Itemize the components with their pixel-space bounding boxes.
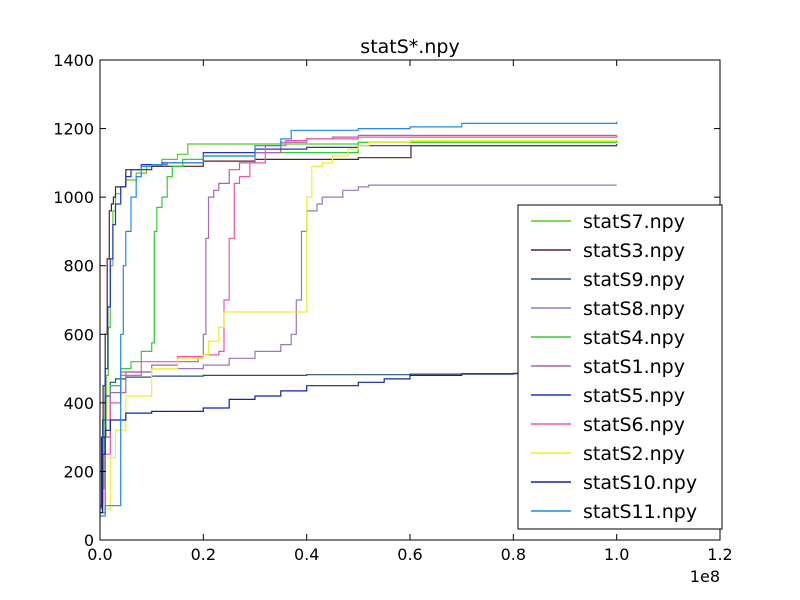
chart-title: statS*.npy <box>360 36 459 58</box>
y-tick-label: 1200 <box>53 120 94 139</box>
y-tick-label: 0 <box>84 531 94 550</box>
x-axis: 0.0 0.2 0.4 0.6 0.8 1.0 1.2 <box>87 60 733 564</box>
y-tick-label: 1000 <box>53 188 94 207</box>
legend-label: statS5.npy <box>583 385 685 407</box>
y-axis: 0 200 400 600 800 1000 1200 1400 <box>53 51 720 550</box>
legend-label: statS10.npy <box>583 472 697 494</box>
series-line <box>100 144 618 507</box>
legend-label: statS4.npy <box>583 327 685 349</box>
legend-label: statS6.npy <box>583 414 685 436</box>
legend-label: statS3.npy <box>583 240 685 262</box>
x-tick-label: 0.4 <box>294 545 319 564</box>
legend-frame <box>517 204 723 530</box>
y-tick-label: 400 <box>63 394 94 413</box>
series-layer <box>100 121 618 517</box>
y-tick-label: 1400 <box>53 51 94 70</box>
series-line <box>100 134 617 510</box>
legend-label: statS7.npy <box>583 211 685 233</box>
legend-label: statS2.npy <box>583 443 685 465</box>
x-offset-label: 1e8 <box>690 567 720 586</box>
legend-label: statS1.npy <box>583 356 685 378</box>
legend: statS7.npy statS3.npy statS9.npy statS8.npy… <box>517 204 723 530</box>
x-tick-label: 0.0 <box>87 545 112 564</box>
x-tick-label: 0.6 <box>397 545 422 564</box>
x-tick-label: 1.0 <box>604 545 629 564</box>
y-tick-label: 800 <box>63 257 94 276</box>
x-tick-label: 0.2 <box>191 545 216 564</box>
legend-label: statS9.npy <box>583 269 685 291</box>
legend-label: statS11.npy <box>583 501 697 523</box>
series-line <box>100 138 618 510</box>
series-line <box>100 121 618 517</box>
y-tick-label: 200 <box>63 462 94 481</box>
series-line <box>100 373 617 514</box>
y-tick-label: 600 <box>63 325 94 344</box>
x-tick-label: 1.2 <box>707 545 732 564</box>
x-tick-label: 0.8 <box>501 545 526 564</box>
legend-label: statS8.npy <box>583 298 685 320</box>
